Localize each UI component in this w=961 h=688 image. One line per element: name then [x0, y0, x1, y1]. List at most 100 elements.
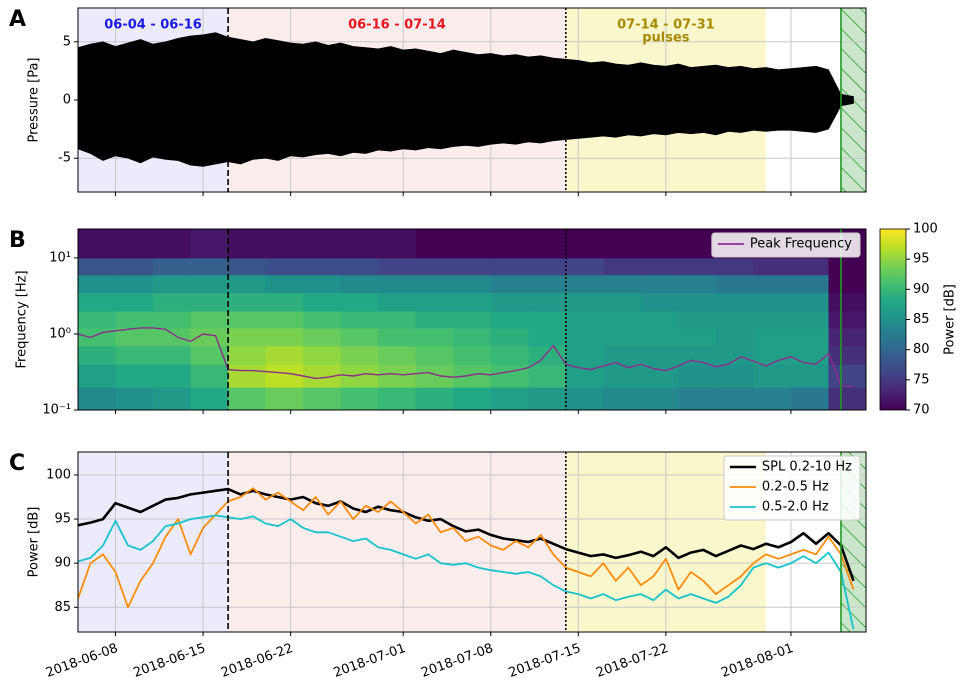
spectrogram-cell	[791, 275, 829, 293]
spectrogram-cell	[641, 346, 679, 365]
spectrogram-cell	[341, 275, 379, 293]
spectrogram-cell	[678, 275, 716, 293]
spectrogram-cell	[716, 311, 754, 328]
spectrogram-cell	[453, 387, 491, 410]
spectrogram-cell	[453, 258, 491, 275]
spectrogram-cell	[791, 293, 829, 312]
x-tick-label: 2018-08-01	[719, 641, 795, 681]
region-note: pulses	[642, 31, 690, 46]
spectrogram-cell	[828, 387, 866, 410]
spectrogram-cell	[603, 387, 641, 410]
spectrogram-cell	[78, 258, 116, 275]
panel-label: C	[9, 451, 25, 476]
spectrogram-cell	[753, 387, 791, 410]
y-tick-label: 90	[54, 556, 71, 571]
spectrogram-cell	[228, 275, 266, 293]
spectrogram-cell	[491, 293, 529, 312]
colorbar-tick-label: 85	[913, 312, 930, 327]
spectrogram-cell	[791, 387, 829, 410]
spectrogram-cell	[566, 387, 604, 410]
colorbar-tick-label: 95	[913, 252, 930, 267]
spectrogram-cell	[191, 275, 229, 293]
spectrogram-cell	[266, 346, 304, 365]
spectrogram-cell	[416, 364, 454, 387]
x-tick-label: 2018-06-22	[219, 641, 295, 681]
spectrogram-cell	[641, 311, 679, 328]
colorbar	[880, 229, 906, 410]
spectrogram-cell	[341, 311, 379, 328]
spectrogram-cell	[378, 293, 416, 312]
spectrogram-cell	[828, 311, 866, 328]
spectrogram-cell	[153, 258, 191, 275]
spectrogram-cell	[603, 328, 641, 346]
spectrogram-cell	[566, 229, 604, 258]
spectrogram-cell	[603, 346, 641, 365]
spectrogram-cell	[453, 293, 491, 312]
spectrogram-cell	[153, 328, 191, 346]
spectrogram-cell	[153, 229, 191, 258]
spectrogram-cell	[491, 311, 529, 328]
colorbar-label: Power [dB]	[943, 284, 958, 355]
spectrogram-cell	[116, 387, 154, 410]
y-tick-label: 100	[46, 467, 71, 482]
spectrogram-cell	[266, 364, 304, 387]
spectrogram-cell	[228, 346, 266, 365]
spectrogram-cell	[153, 275, 191, 293]
spectrogram-cell	[678, 311, 716, 328]
spectrogram-cell	[828, 258, 866, 275]
spectrogram-cell	[491, 364, 529, 387]
spectrogram-cell	[228, 258, 266, 275]
spectrogram-cell	[678, 229, 716, 258]
spectrogram-cell	[228, 311, 266, 328]
spectrogram-cell	[828, 346, 866, 365]
spectrogram-cell	[228, 229, 266, 258]
spectrogram-cell	[303, 328, 341, 346]
spectrogram-cell	[303, 387, 341, 410]
y-axis-label: Frequency [Hz]	[15, 270, 30, 368]
spectrogram-cell	[491, 387, 529, 410]
spectrogram-cell	[791, 346, 829, 365]
spectrogram-cell	[791, 328, 829, 346]
spectrogram-cell	[116, 229, 154, 258]
spectrogram-cell	[303, 311, 341, 328]
spectrogram-cell	[416, 328, 454, 346]
spectrogram-cell	[716, 328, 754, 346]
spectrogram-cell	[341, 387, 379, 410]
spectrogram-cell	[453, 328, 491, 346]
spectrogram-cell	[378, 229, 416, 258]
spectrogram-cell	[416, 229, 454, 258]
spectrogram-cell	[341, 293, 379, 312]
x-tick-label: 2018-07-22	[594, 641, 670, 681]
spectrogram-cell	[266, 387, 304, 410]
spectrogram-cell	[566, 293, 604, 312]
spectrogram-cell	[828, 275, 866, 293]
y-tick-label: 10⁰	[49, 326, 71, 341]
spectrogram-cell	[303, 293, 341, 312]
spectrogram-cell	[716, 275, 754, 293]
spectrogram-cell	[566, 346, 604, 365]
spectrogram-cell	[753, 364, 791, 387]
spectrogram-cell	[753, 258, 791, 275]
spectrogram-cell	[228, 328, 266, 346]
spectrogram-cell	[191, 364, 229, 387]
figure: -505APressure [Pa]06-04 - 06-1606-16 - 0…	[0, 0, 961, 688]
spectrogram-cell	[266, 258, 304, 275]
spectrogram-cell	[416, 275, 454, 293]
spectrogram-cell	[753, 293, 791, 312]
spectrogram-cell	[528, 387, 566, 410]
spectrogram-cell	[603, 275, 641, 293]
spectrogram-cell	[641, 229, 679, 258]
spectrogram-cell	[116, 275, 154, 293]
colorbar-tick-label: 100	[913, 222, 938, 237]
y-tick-label: 5	[63, 34, 71, 49]
x-tick-label: 2018-07-15	[507, 641, 583, 681]
y-tick-label: 10¹	[49, 250, 71, 265]
spectrogram-cell	[78, 293, 116, 312]
spectrogram-cell	[416, 293, 454, 312]
spectrogram-cell	[641, 258, 679, 275]
spectrogram-cell	[228, 364, 266, 387]
y-tick-label: 10⁻¹	[42, 403, 71, 418]
spectrogram-cell	[791, 258, 829, 275]
panel-label: A	[9, 7, 26, 32]
spectrogram-cell	[416, 387, 454, 410]
